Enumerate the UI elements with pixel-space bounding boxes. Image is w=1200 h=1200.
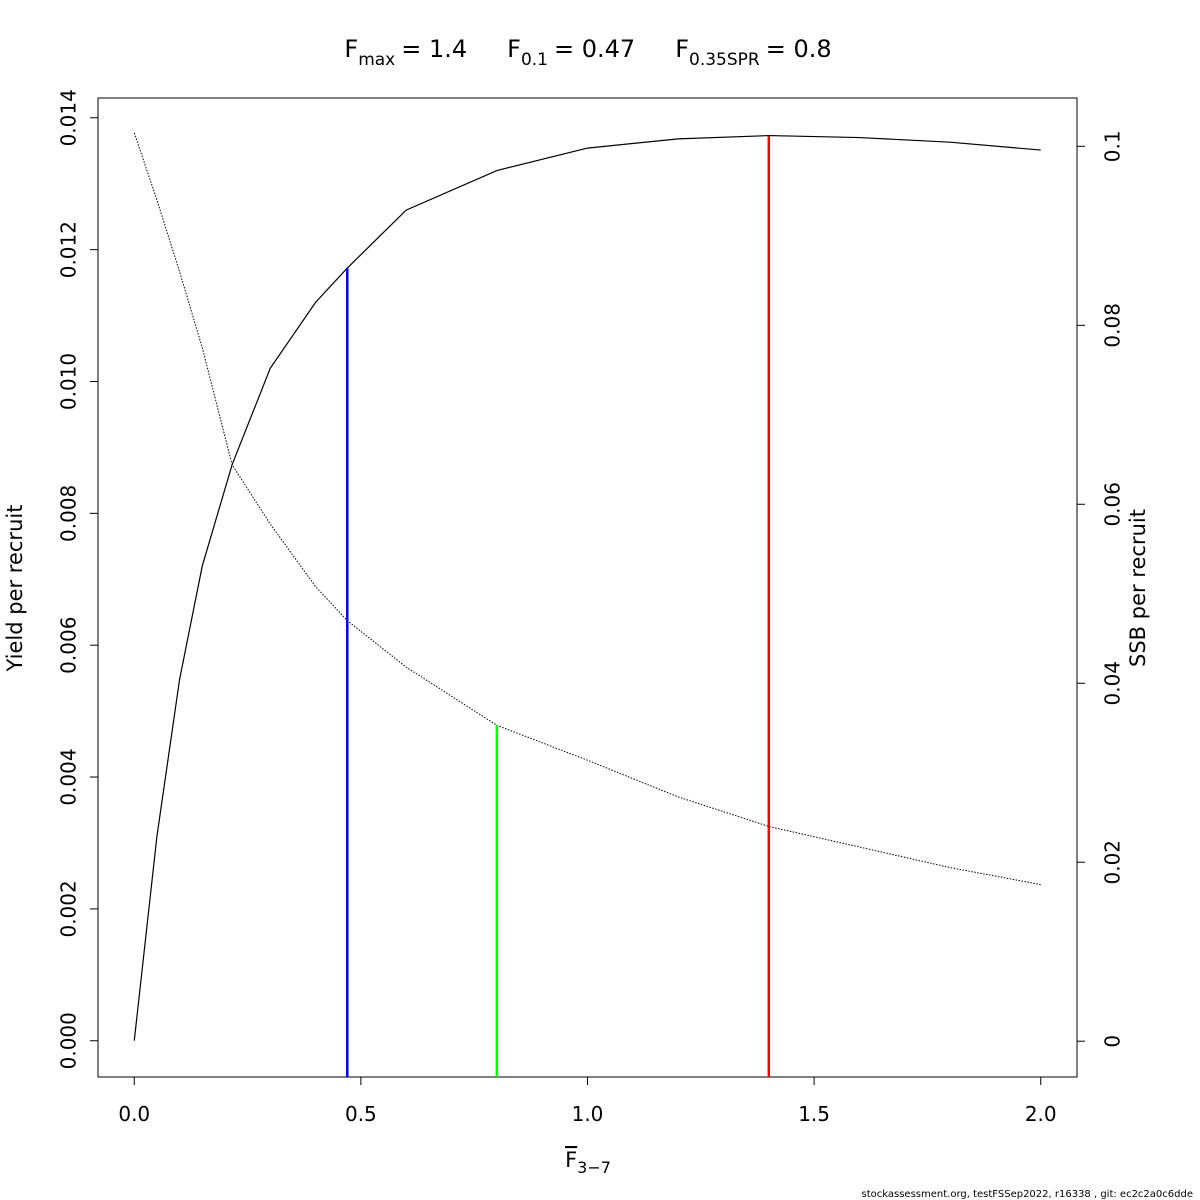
y-tick-label: 0.008	[57, 485, 81, 542]
title-value: = 0.47	[554, 35, 635, 63]
title-value: = 0.8	[766, 35, 832, 63]
y2-tick-label: 0.06	[1101, 482, 1125, 527]
x-label-symbol: F	[565, 1148, 577, 1172]
plot-frame	[97, 97, 1078, 1078]
y2-tick-label: 0.02	[1101, 840, 1125, 885]
x-tick-label: 0.0	[118, 1102, 150, 1126]
y2-axis-label: SSB per recruit	[1126, 509, 1150, 667]
x-tick-label: 1.0	[572, 1102, 604, 1126]
title-symbol: F	[344, 35, 358, 63]
y2-tick-label: 0.08	[1101, 303, 1125, 348]
x-label-subscript: 3−7	[577, 1158, 611, 1177]
x-tick-label: 1.5	[798, 1102, 830, 1126]
x-tick-label: 0.5	[345, 1102, 377, 1126]
y-tick-label: 0.000	[57, 1012, 81, 1069]
series-line	[133, 132, 1041, 886]
title-subscript: 0.35SPR	[689, 50, 760, 70]
y-tick-label: 0.010	[57, 353, 81, 410]
title-symbol: F	[675, 35, 689, 63]
y2-tick-label: 0.04	[1101, 661, 1125, 706]
x-tick-label: 2.0	[1025, 1102, 1057, 1126]
title-value: = 1.4	[401, 35, 467, 63]
y-tick-label: 0.002	[57, 880, 81, 937]
footer: stockassessment.org, testFSSep2022, r163…	[862, 1189, 1193, 1200]
y-tick-label: 0.004	[57, 748, 81, 805]
y2-tick-label: 0	[1101, 1035, 1125, 1048]
y-tick-label: 0.014	[57, 89, 81, 146]
chart-title: Fmax = 1.4 F0.1 = 0.47 F0.35SPR = 0.8	[344, 35, 831, 70]
y-tick-label: 0.012	[57, 221, 81, 278]
y-axis-label: Yield per recruit	[3, 505, 27, 673]
y2-tick-label: 0.1	[1101, 130, 1125, 162]
title-subscript: 0.1	[521, 50, 548, 70]
series-line	[133, 134, 1041, 1041]
title-subscript: max	[358, 50, 395, 70]
y-tick-label: 0.006	[57, 617, 81, 674]
x-axis-label: F3−7	[565, 1148, 611, 1177]
title-symbol: F	[507, 35, 521, 63]
